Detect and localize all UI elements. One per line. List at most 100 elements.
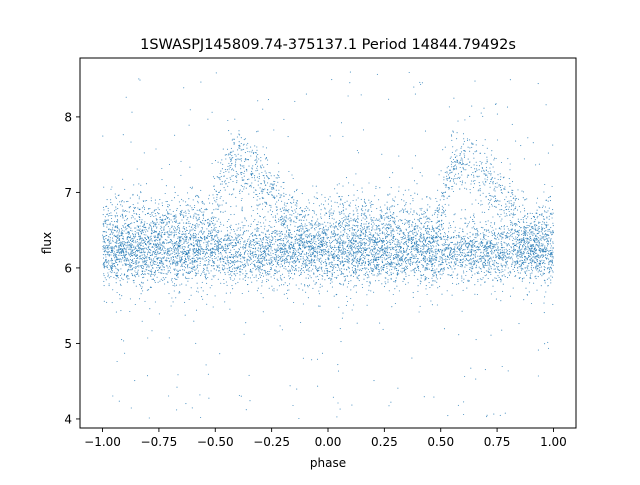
data-point	[174, 253, 176, 256]
data-point	[215, 269, 217, 271]
data-point	[115, 254, 117, 256]
data-point	[540, 266, 543, 268]
data-point	[442, 209, 444, 212]
data-point	[256, 160, 258, 162]
data-point	[296, 256, 298, 258]
data-point	[238, 255, 240, 257]
data-point	[158, 203, 160, 205]
data-point	[193, 214, 195, 216]
data-point	[199, 262, 201, 265]
data-point	[195, 196, 197, 198]
data-point	[443, 238, 445, 240]
data-point	[456, 258, 458, 260]
data-point	[289, 258, 291, 261]
data-point	[422, 265, 424, 267]
data-point	[544, 230, 546, 232]
data-point	[497, 253, 499, 255]
data-point	[146, 375, 149, 377]
data-point	[470, 367, 472, 369]
data-point	[426, 210, 428, 212]
data-point	[136, 239, 138, 241]
data-point	[225, 292, 227, 294]
data-point	[150, 200, 152, 202]
data-point	[174, 250, 176, 252]
data-point	[465, 244, 467, 246]
data-point	[103, 222, 105, 225]
data-point	[182, 250, 184, 252]
data-point	[304, 263, 306, 265]
data-point	[497, 232, 500, 234]
data-point	[195, 213, 197, 215]
data-point	[317, 257, 319, 260]
data-point	[268, 236, 270, 238]
data-point	[246, 147, 248, 149]
data-point	[422, 251, 424, 253]
data-point	[295, 270, 297, 272]
data-point	[355, 199, 357, 201]
data-point	[281, 273, 284, 275]
data-point	[143, 263, 145, 265]
data-point	[203, 251, 205, 253]
data-point	[250, 225, 252, 227]
data-point	[215, 201, 217, 203]
data-point	[471, 142, 473, 144]
data-point	[151, 214, 153, 216]
data-point	[344, 231, 346, 233]
data-point	[449, 252, 452, 254]
data-point	[130, 407, 132, 409]
data-point	[474, 241, 476, 243]
data-point	[233, 262, 235, 264]
data-point	[267, 246, 269, 248]
data-point	[188, 272, 191, 274]
data-point	[492, 279, 494, 281]
data-point	[102, 231, 104, 233]
data-point	[178, 292, 180, 294]
data-point	[151, 273, 153, 275]
data-point	[352, 265, 355, 267]
data-point	[376, 227, 378, 229]
data-point	[372, 221, 374, 223]
data-point	[529, 252, 532, 254]
data-point	[508, 274, 511, 276]
data-point	[460, 218, 462, 220]
data-point	[106, 224, 108, 226]
data-point	[348, 271, 351, 273]
data-point	[216, 233, 218, 236]
data-point	[433, 213, 436, 215]
data-point	[402, 261, 404, 263]
data-point	[392, 233, 394, 236]
data-point	[229, 277, 231, 279]
data-point	[152, 274, 154, 276]
data-point	[422, 266, 424, 268]
data-point	[371, 245, 373, 247]
data-point	[377, 273, 379, 275]
data-point	[247, 183, 249, 185]
data-point	[432, 228, 434, 230]
data-point	[179, 284, 181, 286]
data-point	[214, 295, 216, 297]
data-point	[275, 189, 277, 191]
data-point	[362, 210, 364, 212]
data-point	[171, 281, 173, 283]
data-point	[356, 277, 358, 279]
data-point	[464, 375, 466, 378]
data-point	[412, 230, 414, 232]
data-point	[191, 188, 193, 190]
data-point	[514, 195, 516, 197]
data-point	[310, 277, 312, 279]
data-point	[461, 280, 463, 282]
data-point	[420, 209, 422, 211]
data-point	[200, 189, 202, 191]
data-point	[496, 255, 498, 257]
data-point	[552, 225, 554, 227]
data-point	[165, 185, 167, 187]
data-point	[398, 243, 400, 245]
data-point	[483, 235, 485, 237]
data-point	[478, 165, 481, 167]
data-point	[408, 237, 410, 239]
data-point	[493, 205, 495, 207]
data-point	[138, 78, 140, 80]
data-point	[373, 380, 375, 382]
data-point	[288, 283, 291, 285]
data-point	[332, 212, 334, 214]
